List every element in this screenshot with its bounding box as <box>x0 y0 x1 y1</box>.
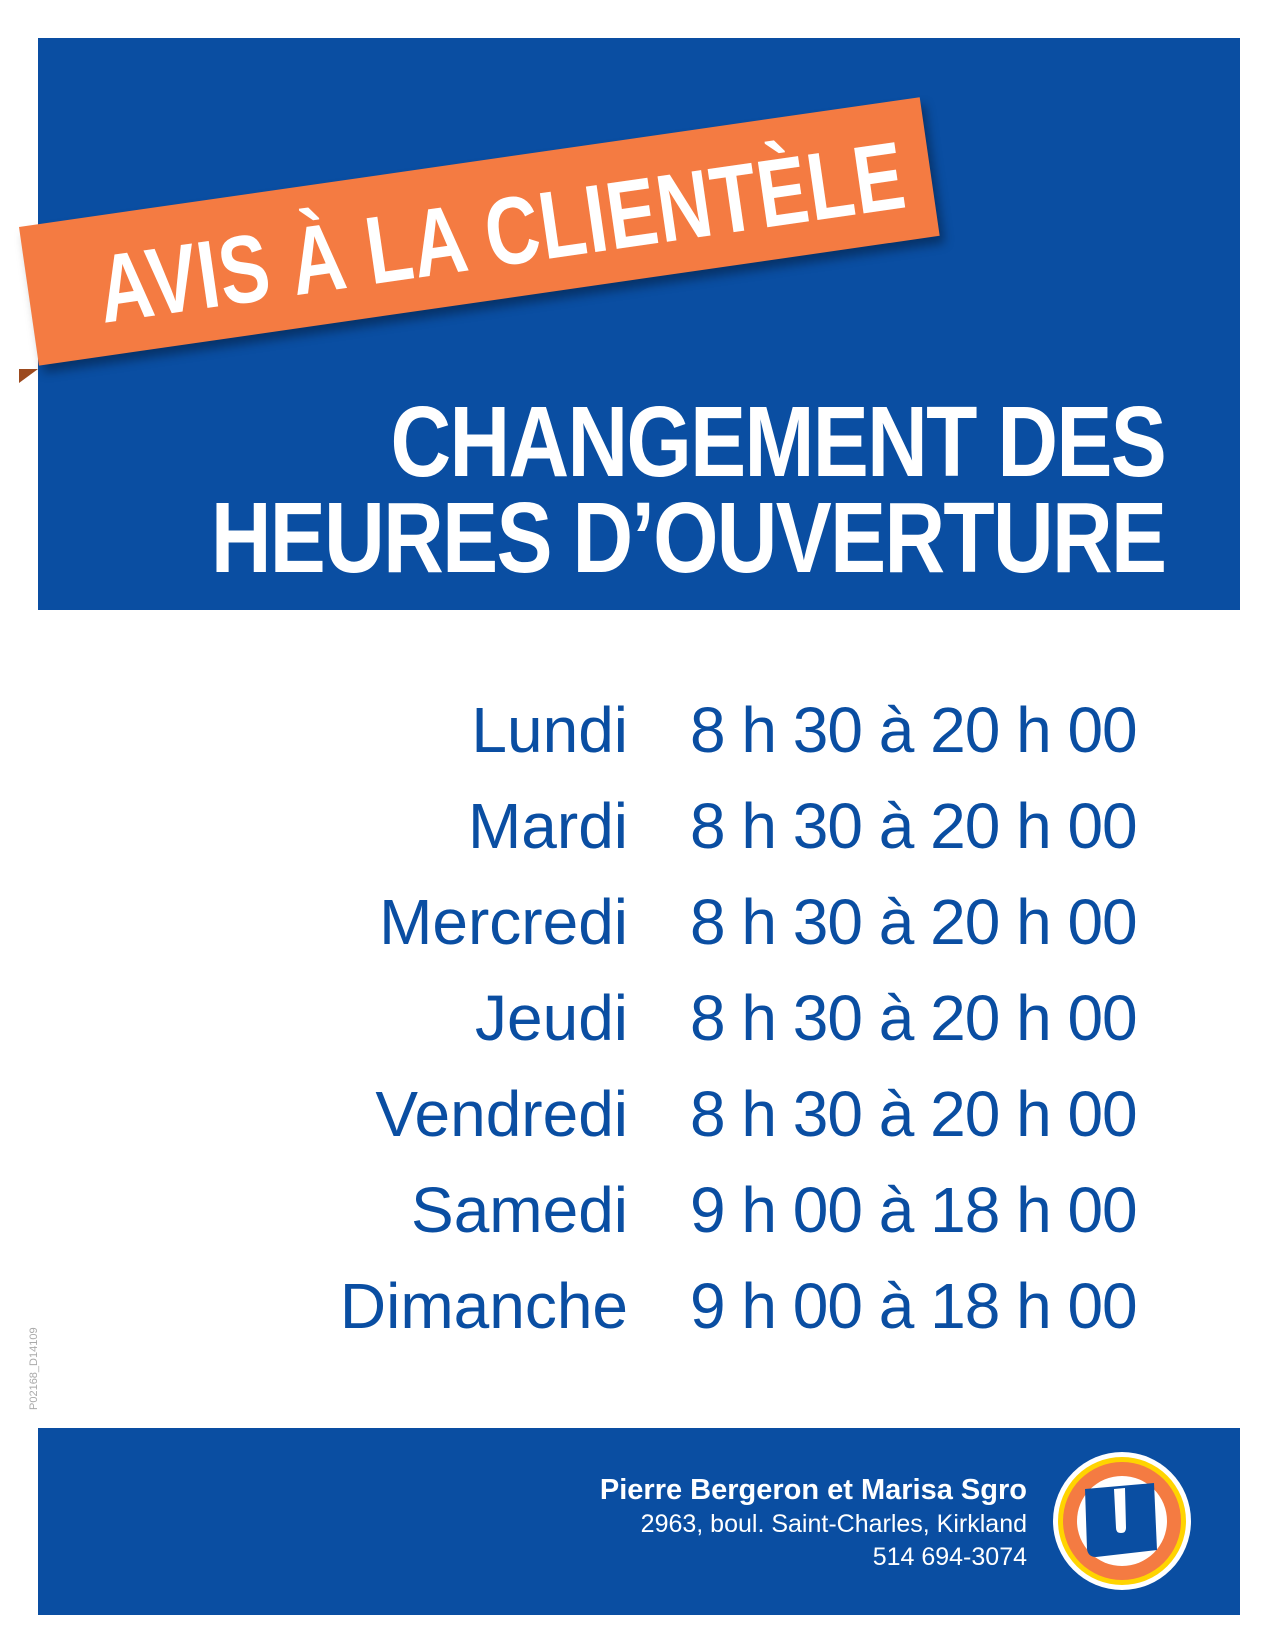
hours-value: 9 h 00 à 18 h 00 <box>690 1174 1138 1246</box>
schedule-row: Vendredi 8 h 30 à 20 h 00 <box>0 1066 1275 1162</box>
day-label: Lundi <box>471 694 628 766</box>
day-label: Dimanche <box>339 1270 628 1342</box>
store-info: Pierre Bergeron et Marisa Sgro 2963, bou… <box>600 1472 1027 1574</box>
schedule-row: Jeudi 8 h 30 à 20 h 00 <box>0 970 1275 1066</box>
day-label: Samedi <box>411 1174 628 1246</box>
notice-ribbon: AVIS À LA CLIENTÈLE <box>19 97 940 366</box>
store-address: 2963, boul. Saint-Charles, Kirkland <box>640 1510 1027 1538</box>
headline-line-1: CHANGEMENT DES <box>390 386 1166 498</box>
day-label: Mercredi <box>379 886 628 958</box>
footer-banner: Pierre Bergeron et Marisa Sgro 2963, bou… <box>38 1428 1240 1615</box>
hours-value: 9 h 00 à 18 h 00 <box>690 1270 1138 1342</box>
store-phone: 514 694-3074 <box>872 1543 1027 1571</box>
hours-value: 8 h 30 à 20 h 00 <box>690 790 1138 862</box>
schedule-row: Mercredi 8 h 30 à 20 h 00 <box>0 874 1275 970</box>
hours-value: 8 h 30 à 20 h 00 <box>690 886 1138 958</box>
ribbon-fold <box>19 369 38 383</box>
hours-value: 8 h 30 à 20 h 00 <box>690 694 1138 766</box>
schedule-row: Samedi 9 h 00 à 18 h 00 <box>0 1162 1275 1258</box>
ribbon-text: AVIS À LA CLIENTÈLE <box>91 121 912 344</box>
schedule-row: Mardi 8 h 30 à 20 h 00 <box>0 778 1275 874</box>
ribbon-container: AVIS À LA CLIENTÈLE <box>19 97 940 369</box>
store-owners: Pierre Bergeron et Marisa Sgro <box>599 1474 1027 1506</box>
hours-value: 8 h 30 à 20 h 00 <box>690 982 1138 1054</box>
document-code: P02168_D14109 <box>28 1327 40 1410</box>
uniprix-logo-icon <box>1053 1452 1191 1590</box>
day-label: Vendredi <box>375 1078 628 1150</box>
day-label: Mardi <box>467 790 628 862</box>
headline-line-2: HEURES D’OUVERTURE <box>210 482 1166 594</box>
schedule-row: Dimanche 9 h 00 à 18 h 00 <box>0 1258 1275 1354</box>
hours-value: 8 h 30 à 20 h 00 <box>690 1078 1138 1150</box>
day-label: Jeudi <box>475 982 628 1054</box>
schedule-row: Lundi 8 h 30 à 20 h 00 <box>0 682 1275 778</box>
